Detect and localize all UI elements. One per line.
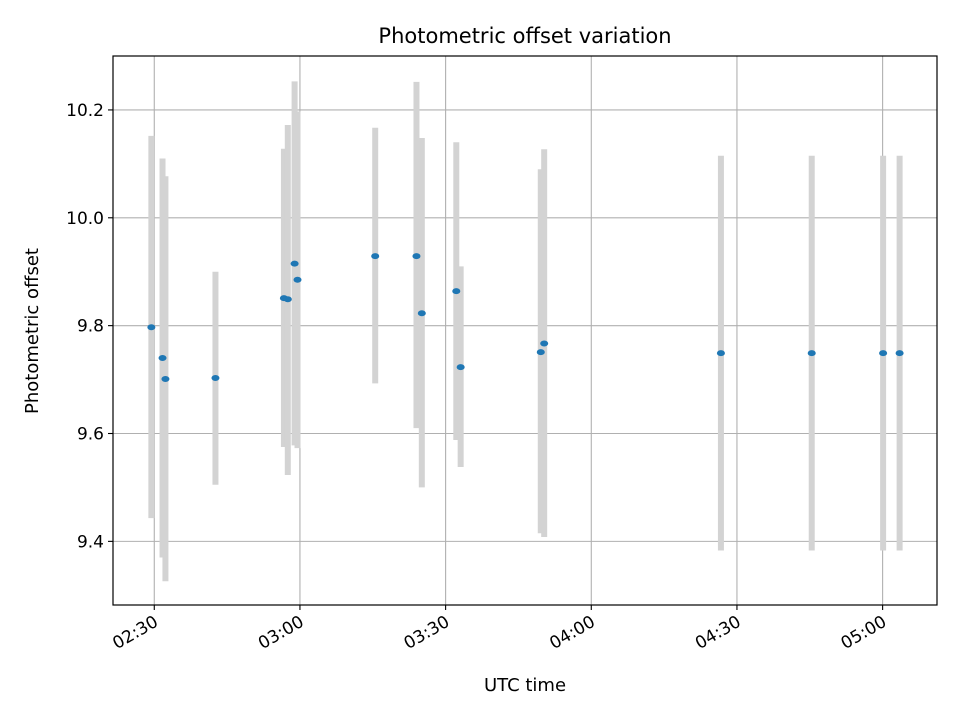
plot-frame (112, 55, 938, 606)
data-point (456, 364, 465, 371)
data-point (412, 253, 421, 260)
data-point (147, 324, 156, 331)
data-point (371, 253, 380, 260)
y-tick-label: 9.6 (77, 425, 104, 445)
data-point (807, 350, 816, 357)
data-point (283, 296, 292, 303)
data-point (158, 355, 167, 362)
data-point (716, 350, 725, 357)
y-tick-label: 9.8 (77, 317, 104, 337)
y-tick-label: 10.0 (66, 209, 104, 229)
data-points (147, 253, 904, 383)
data-point (895, 350, 904, 357)
y-tick-label: 9.4 (77, 532, 104, 552)
data-point (293, 276, 302, 283)
chart-title: Photometric offset variation (378, 24, 671, 48)
data-point (290, 260, 299, 267)
y-axis-label: Photometric offset (22, 248, 43, 414)
y-axis-ticks: 9.4 9.6 9.8 10.0 10.2 (66, 101, 113, 552)
data-point (536, 349, 545, 356)
data-point (161, 376, 170, 383)
data-point (211, 374, 220, 381)
data-point (879, 350, 888, 357)
y-tick-label: 10.2 (66, 101, 104, 121)
data-point (452, 288, 461, 295)
data-point (417, 310, 426, 317)
x-axis-label: UTC time (484, 675, 566, 696)
data-point (540, 340, 549, 347)
